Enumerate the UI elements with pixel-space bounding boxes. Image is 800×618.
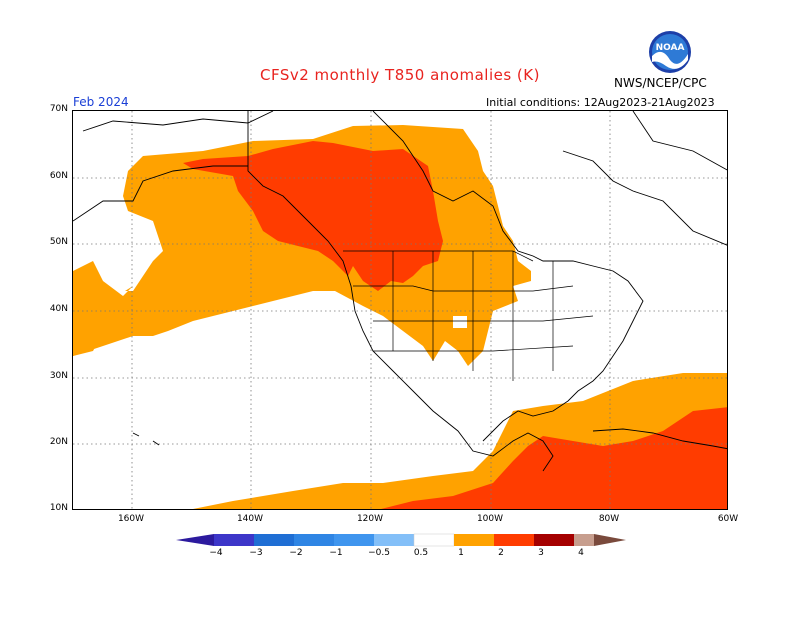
lat-label: 50N xyxy=(49,237,68,247)
map-canvas xyxy=(73,111,727,509)
colorbar-segment xyxy=(294,534,334,546)
organization-label: NWS/NCEP/CPC xyxy=(614,76,707,90)
colorbar-segment xyxy=(534,534,574,546)
svg-text:NOAA: NOAA xyxy=(656,43,685,53)
lon-label: 80W xyxy=(598,514,620,524)
lat-label: 10N xyxy=(49,503,68,513)
colorbar-label: 3 xyxy=(538,548,544,558)
colorbar-segment xyxy=(494,534,534,546)
lat-label: 30N xyxy=(49,371,68,381)
colorbar-arrow-high xyxy=(594,534,626,546)
white-gap xyxy=(453,316,467,328)
forecast-month: Feb 2024 xyxy=(73,95,129,109)
coastlines xyxy=(73,111,727,472)
colorbar-label: 1 xyxy=(458,548,464,558)
colorbar-segment xyxy=(374,534,414,546)
lon-label: 120W xyxy=(356,514,384,524)
anomaly-region-orange-west xyxy=(73,271,138,356)
lon-label: 60W xyxy=(717,514,739,524)
colorbar-label: −2 xyxy=(289,548,303,558)
initial-conditions: Initial conditions: 12Aug2023-21Aug2023 xyxy=(486,96,715,109)
lat-label: 60N xyxy=(49,171,68,181)
colorbar-segment xyxy=(574,534,594,546)
noaa-logo-icon: NOAA xyxy=(649,31,691,73)
lon-label: 160W xyxy=(117,514,145,524)
colorbar-segment xyxy=(214,534,254,546)
lon-label: 140W xyxy=(236,514,264,524)
political-borders xyxy=(343,250,594,381)
anomaly-region-red-north xyxy=(183,141,443,291)
lat-label: 70N xyxy=(49,104,68,114)
lat-label: 20N xyxy=(49,437,68,447)
colorbar xyxy=(176,533,626,547)
colorbar-label: −4 xyxy=(209,548,223,558)
colorbar-label: 2 xyxy=(498,548,504,558)
colorbar-label: −1 xyxy=(329,548,343,558)
colorbar-label: 0.5 xyxy=(413,548,429,558)
graticule xyxy=(73,111,727,509)
anomaly-map xyxy=(72,110,728,510)
lon-label: 100W xyxy=(476,514,504,524)
colorbar-label: −0.5 xyxy=(368,548,390,558)
colorbar-label: −3 xyxy=(249,548,263,558)
colorbar-segment xyxy=(454,534,494,546)
lat-label: 40N xyxy=(49,304,68,314)
anomaly-region-red-south xyxy=(381,407,727,509)
map-title: CFSv2 monthly T850 anomalies (K) xyxy=(260,66,540,84)
colorbar-segment xyxy=(254,534,294,546)
colorbar-segment xyxy=(413,533,455,547)
colorbar-arrow-low xyxy=(176,534,214,546)
colorbar-label: 4 xyxy=(578,548,584,558)
colorbar-segment xyxy=(334,534,374,546)
